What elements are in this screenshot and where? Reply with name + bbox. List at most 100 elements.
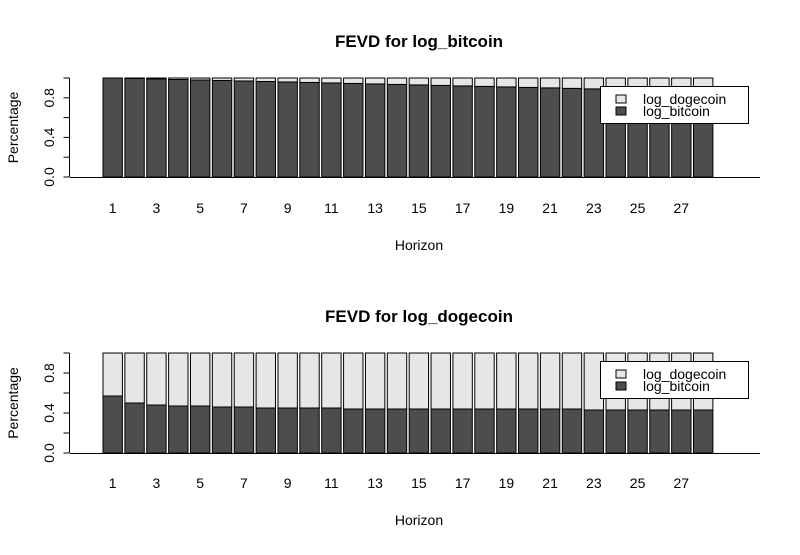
- bar-log_bitcoin-h18: [474, 408, 495, 454]
- y-axis-label: Percentage: [5, 91, 21, 163]
- bar-log_dogecoin-h15: [408, 77, 430, 86]
- bar-log_bitcoin-h14: [386, 408, 408, 454]
- x-tick-label: 17: [455, 200, 471, 216]
- x-axis-label: Horizon: [395, 512, 443, 528]
- bar-log_bitcoin-h8: [255, 80, 276, 178]
- x-tick-label: 23: [586, 200, 602, 216]
- fevd-panel-2: FEVD for log_dogecoin 0.0 0.4 0.8 Percentage…: [5, 307, 760, 528]
- bar-log_bitcoin-h11: [321, 82, 342, 178]
- bar-log_dogecoin-h19: [496, 352, 517, 410]
- bar-log_bitcoin-h13: [364, 83, 386, 178]
- fevd-panel-1: FEVD for log_bitcoin 0.0 0.4 0.8 Percentage 1…: [5, 32, 760, 253]
- legend-label-log_dogecoin: log_dogecoin: [643, 366, 726, 382]
- bar-log_dogecoin-h19: [496, 77, 517, 88]
- x-tick-label: 25: [630, 475, 646, 491]
- bar-log_bitcoin-h21: [539, 87, 561, 178]
- legend-box: [600, 361, 749, 399]
- bar-log_dogecoin-h8: [255, 352, 276, 409]
- legend-swatch-log_bitcoin: [615, 106, 627, 116]
- bar-log_bitcoin-h11: [321, 407, 342, 454]
- bar-log_bitcoin-h27: [671, 409, 692, 454]
- bar-log_bitcoin-h26: [649, 409, 670, 454]
- chart-title: FEVD for log_bitcoin: [335, 32, 503, 51]
- y-axis-label: Percentage: [5, 367, 21, 439]
- bar-log_bitcoin-h22: [561, 87, 583, 178]
- y-tick-label: 0.8: [41, 363, 57, 383]
- bar-log_dogecoin-h2: [124, 352, 145, 404]
- bar-log_dogecoin-h4: [168, 77, 189, 80]
- bar-log_dogecoin-h20: [518, 352, 539, 410]
- x-tick-label: 7: [240, 475, 248, 491]
- x-tick-label: 5: [196, 200, 204, 216]
- bar-log_dogecoin-h12: [343, 352, 364, 410]
- x-tick-label: 23: [586, 475, 602, 491]
- legend-swatch-log_dogecoin: [615, 94, 627, 104]
- bar-log_bitcoin-h28: [692, 409, 714, 454]
- bar-log_dogecoin-h9: [277, 77, 298, 83]
- x-axis-label: Horizon: [395, 237, 443, 253]
- bar-log_bitcoin-h5: [189, 405, 211, 454]
- bar-log_bitcoin-h3: [146, 78, 167, 178]
- x-tick-label: 11: [324, 200, 339, 216]
- y-tick-label: 0.0: [41, 443, 57, 463]
- bar-log_dogecoin-h11: [321, 77, 342, 84]
- x-tick-label: 15: [411, 475, 427, 491]
- x-tick-label: 5: [196, 475, 204, 491]
- bar-log_dogecoin-h23: [583, 77, 605, 90]
- bar-log_bitcoin-h7: [233, 80, 255, 178]
- bar-log_dogecoin-h14: [386, 352, 408, 410]
- x-tick-label: 9: [284, 475, 292, 491]
- x-tick-label: 19: [499, 200, 515, 216]
- bar-log_dogecoin-h10: [299, 77, 320, 83]
- bar-log_dogecoin-h17: [452, 352, 473, 410]
- bar-log_dogecoin-h13: [364, 352, 386, 410]
- bar-log_bitcoin-h4: [168, 405, 189, 454]
- bar-log_dogecoin-h16: [430, 352, 451, 410]
- bar-log_bitcoin-h9: [277, 407, 298, 454]
- bar-log_bitcoin-h17: [452, 408, 473, 454]
- x-tick-label: 27: [674, 475, 690, 491]
- bar-log_bitcoin-h19: [496, 86, 517, 178]
- bar-log_bitcoin-h5: [189, 79, 211, 178]
- bar-log_dogecoin-h21: [539, 77, 561, 89]
- bar-log_bitcoin-h15: [408, 84, 430, 178]
- x-tick-label: 3: [153, 200, 161, 216]
- bar-log_bitcoin-h19: [496, 408, 517, 454]
- legend-label-log_dogecoin: log_dogecoin: [643, 91, 726, 107]
- bar-log_bitcoin-h12: [343, 408, 364, 454]
- bar-log_dogecoin-h12: [343, 77, 364, 84]
- bar-log_bitcoin-h12: [343, 82, 364, 178]
- bar-log_dogecoin-h16: [430, 77, 451, 86]
- x-tick-label: 7: [240, 200, 248, 216]
- bar-log_bitcoin-h15: [408, 408, 430, 454]
- bar-log_bitcoin-h8: [255, 407, 276, 454]
- bar-log_dogecoin-h4: [168, 352, 189, 407]
- x-tick-label: 1: [109, 475, 117, 491]
- bar-log_dogecoin-h6: [211, 77, 233, 81]
- bar-log_bitcoin-h7: [233, 406, 255, 454]
- x-tick-label: 21: [542, 475, 558, 491]
- bar-log_bitcoin-h10: [299, 407, 320, 454]
- bar-log_bitcoin-h6: [211, 406, 233, 454]
- bar-log_bitcoin-h13: [364, 408, 386, 454]
- bar-log_dogecoin-h3: [146, 77, 167, 80]
- legend-swatch-log_dogecoin: [615, 369, 627, 379]
- y-tick-label: 0.8: [41, 88, 57, 108]
- bar-log_bitcoin-h16: [430, 408, 451, 454]
- bar-log_bitcoin-h20: [518, 86, 539, 178]
- x-tick-label: 15: [411, 200, 427, 216]
- bar-log_bitcoin-h14: [386, 83, 408, 178]
- legend-box: [600, 86, 749, 124]
- bar-log_dogecoin-h14: [386, 77, 408, 85]
- y-tick-label: 0.4: [41, 403, 57, 423]
- bar-log_bitcoin-h16: [430, 84, 451, 178]
- x-tick-label: 25: [630, 200, 646, 216]
- x-tick-label: 11: [324, 475, 339, 491]
- x-tick-label: 19: [499, 475, 515, 491]
- bar-log_bitcoin-h21: [539, 408, 561, 454]
- bar-log_dogecoin-h2: [124, 77, 145, 79]
